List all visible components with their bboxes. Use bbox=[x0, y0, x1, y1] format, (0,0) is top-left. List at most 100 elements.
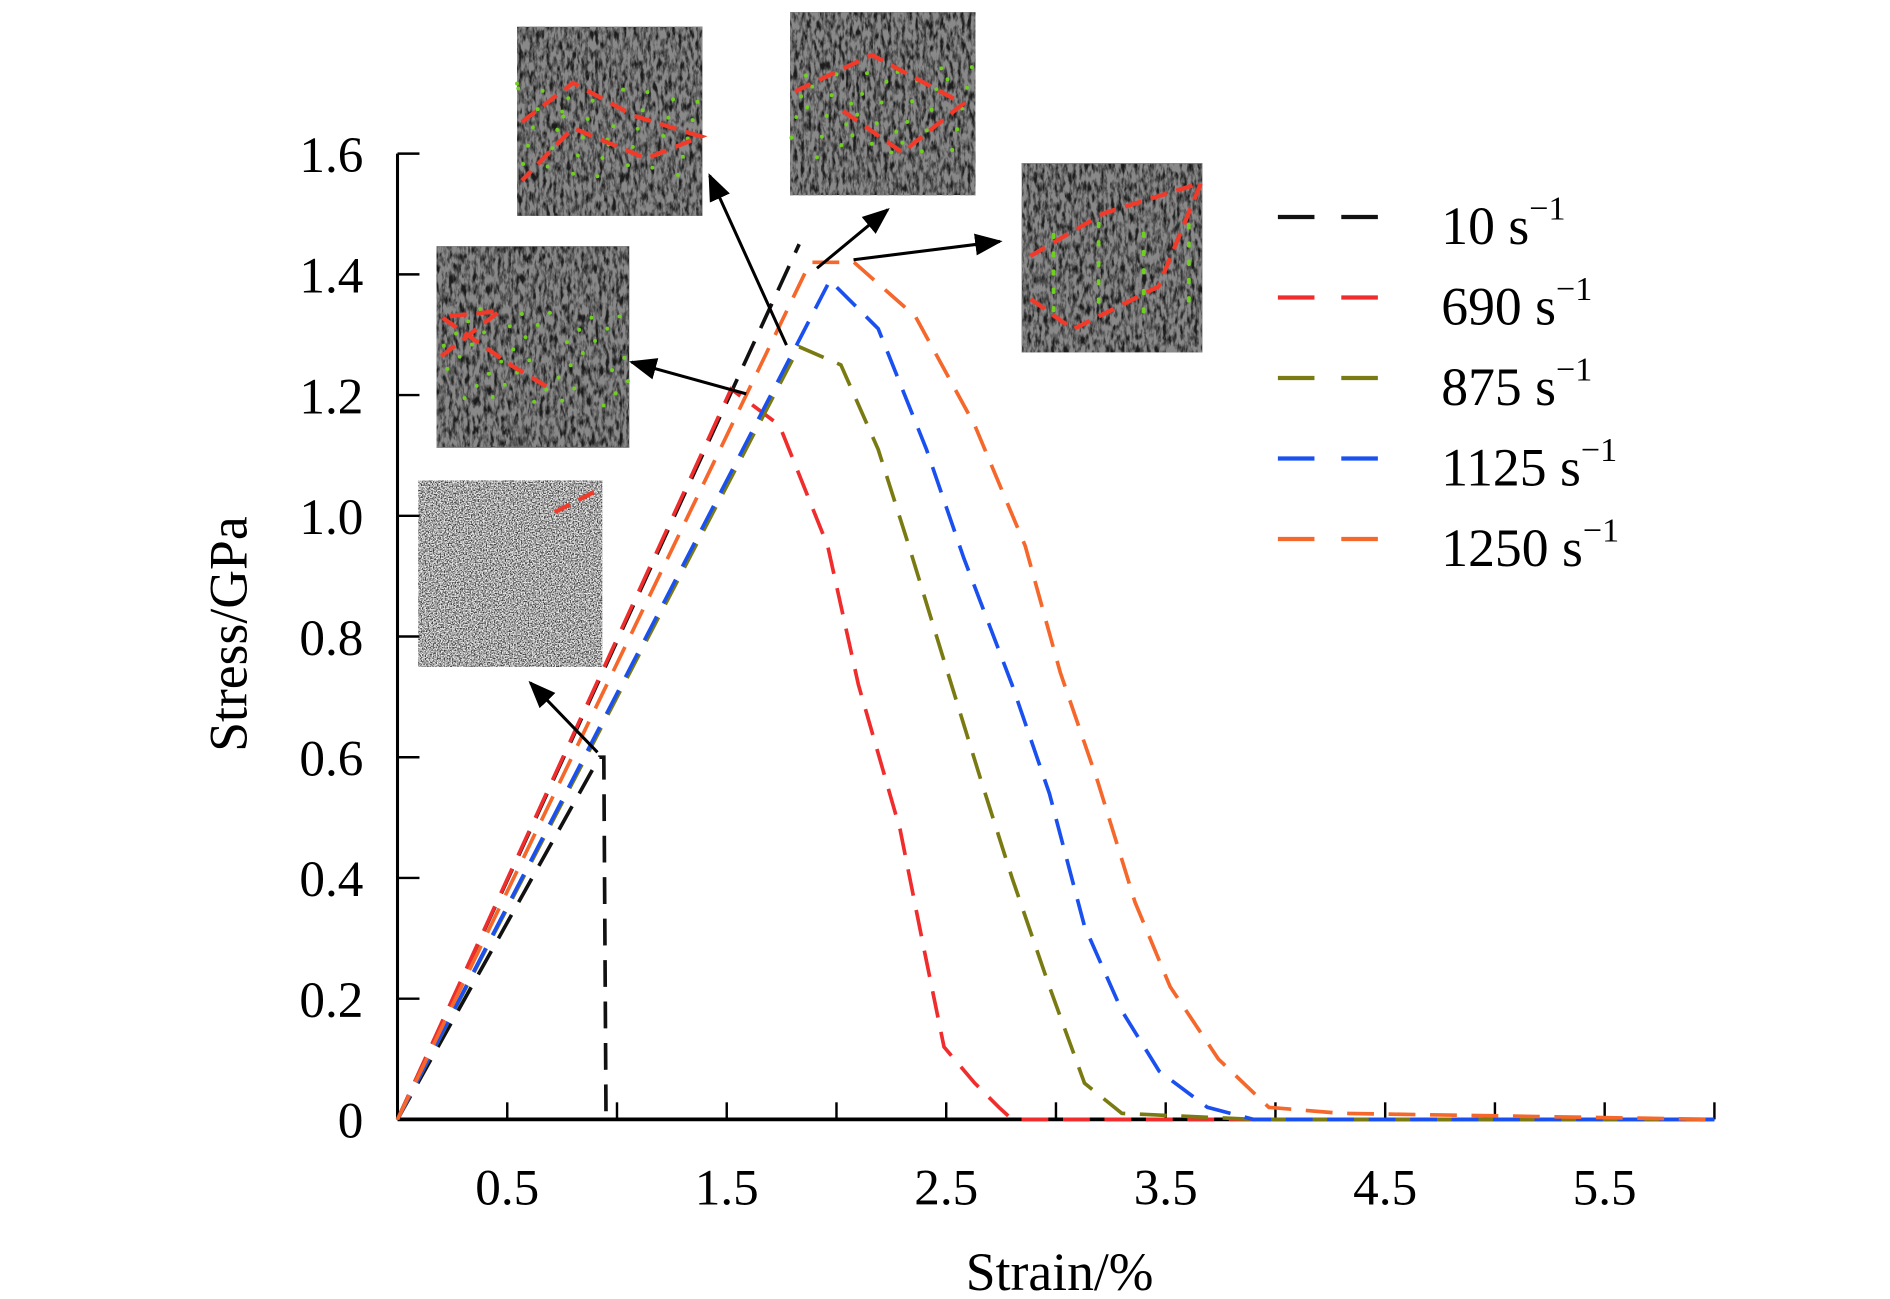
y-tick-label: 1.0 bbox=[299, 489, 363, 546]
crack-path bbox=[553, 485, 604, 515]
fracture-particle bbox=[610, 368, 615, 373]
fracture-particle bbox=[556, 375, 561, 380]
fracture-particle bbox=[794, 115, 799, 120]
fracture-particle bbox=[1051, 269, 1056, 274]
fracture-particle bbox=[605, 326, 610, 331]
fracture-particle bbox=[1051, 305, 1056, 310]
fracture-particle bbox=[889, 150, 894, 155]
fracture-particle bbox=[924, 128, 929, 133]
simulation-insets bbox=[418, 12, 1205, 667]
fracture-particle bbox=[934, 87, 939, 91]
fracture-particle bbox=[454, 331, 458, 336]
fracture-particle bbox=[566, 96, 571, 101]
fracture-particle bbox=[676, 173, 680, 177]
arrow bbox=[815, 207, 890, 270]
fracture-particle bbox=[824, 113, 829, 118]
crack-path bbox=[520, 80, 708, 182]
fracture-particle bbox=[964, 85, 969, 90]
fracture-particle bbox=[622, 355, 627, 360]
fracture-particle bbox=[1186, 241, 1191, 246]
fracture-particle bbox=[690, 118, 695, 123]
fracture-particle bbox=[527, 358, 532, 363]
inset-texture bbox=[418, 480, 603, 667]
x-tick-label: 2.5 bbox=[914, 1160, 978, 1217]
fracture-particle bbox=[945, 77, 950, 82]
fracture-particle bbox=[671, 97, 676, 102]
axes: 0.5 1.5 2.5 3.5 4.5 5.5 0 0.2 0.4 0.6 0.8 1.0 1.2 1.4… bbox=[299, 127, 1716, 1217]
fracture-particle bbox=[834, 72, 839, 77]
fracture-particle bbox=[544, 387, 549, 392]
fracture-particle bbox=[1096, 279, 1101, 284]
fracture-particle bbox=[1141, 307, 1146, 312]
arrow bbox=[708, 173, 788, 346]
fracture-particle bbox=[457, 354, 462, 359]
fracture-particle bbox=[565, 340, 569, 344]
fracture-particle bbox=[815, 155, 819, 160]
fracture-particle bbox=[521, 162, 526, 166]
fracture-particle bbox=[560, 109, 565, 114]
fracture-particle bbox=[1096, 221, 1101, 226]
fracture-particle bbox=[1141, 249, 1146, 254]
inset-image bbox=[1021, 163, 1205, 353]
fracture-particle bbox=[445, 366, 450, 371]
legend-superscript: −1 bbox=[1556, 351, 1592, 388]
fracture-particle bbox=[499, 359, 504, 364]
fracture-particle bbox=[441, 343, 446, 348]
fracture-particle bbox=[535, 323, 540, 327]
fracture-particle bbox=[1051, 287, 1056, 292]
fracture-particle bbox=[540, 88, 545, 93]
fracture-particle bbox=[884, 79, 889, 84]
fracture-particle bbox=[547, 310, 552, 315]
series-line-690-s bbox=[395, 386, 1715, 1122]
fracture-particle bbox=[487, 371, 491, 376]
y-tick-label: 0 bbox=[338, 1093, 364, 1150]
fracture-particle bbox=[626, 379, 630, 384]
fracture-particle bbox=[910, 99, 915, 104]
fracture-particle bbox=[1096, 240, 1101, 244]
inset-texture bbox=[436, 246, 630, 448]
y-tick-label: 0.8 bbox=[299, 610, 363, 667]
fracture-particle bbox=[799, 94, 804, 99]
fracture-particle bbox=[894, 129, 899, 134]
fracture-particle bbox=[695, 99, 700, 104]
legend-superscript: −1 bbox=[1529, 190, 1565, 227]
fracture-particle bbox=[630, 144, 635, 149]
fracture-particle bbox=[1186, 277, 1191, 282]
crack-path bbox=[794, 52, 968, 156]
fracture-particle bbox=[955, 127, 960, 132]
fracture-particle bbox=[523, 335, 528, 340]
fracture-particle bbox=[595, 174, 600, 179]
fracture-particle bbox=[535, 107, 540, 112]
inset-image bbox=[789, 12, 976, 196]
x-tick-label: 3.5 bbox=[1134, 1160, 1198, 1217]
y-tick-label: 1.6 bbox=[299, 127, 363, 184]
fracture-particle bbox=[601, 403, 606, 408]
fracture-particle bbox=[844, 122, 849, 127]
fracture-particle bbox=[855, 112, 860, 117]
legend-superscript: −1 bbox=[1556, 271, 1592, 308]
fracture-particle bbox=[789, 135, 794, 140]
fracture-particle bbox=[869, 141, 874, 146]
inset-texture bbox=[1021, 163, 1203, 353]
fracture-particle bbox=[950, 148, 955, 152]
inset-image bbox=[418, 480, 604, 667]
inset-image bbox=[515, 26, 708, 216]
inset-image bbox=[435, 246, 630, 448]
fracture-particle bbox=[526, 143, 530, 148]
legend-superscript: −1 bbox=[1583, 512, 1619, 549]
fracture-particle bbox=[532, 399, 537, 404]
fracture-particle bbox=[469, 342, 474, 347]
legend-label: 1125 s−1 bbox=[1441, 432, 1617, 497]
fracture-particle bbox=[1186, 259, 1191, 264]
fracture-particle bbox=[511, 347, 516, 352]
fracture-particle bbox=[572, 386, 577, 391]
x-tick-label: 5.5 bbox=[1573, 1160, 1637, 1217]
fracture-particle bbox=[829, 93, 834, 98]
fracture-particle bbox=[502, 382, 507, 387]
fracture-particle bbox=[462, 396, 467, 401]
fracture-particle bbox=[939, 66, 944, 71]
fracture-particle bbox=[1141, 288, 1146, 293]
legend: 10 s−1 690 s−1 875 s−1 1125 s−1 1250 s−1 bbox=[1277, 190, 1619, 578]
fracture-particle bbox=[1096, 297, 1101, 302]
y-tick-label: 0.2 bbox=[299, 972, 363, 1029]
